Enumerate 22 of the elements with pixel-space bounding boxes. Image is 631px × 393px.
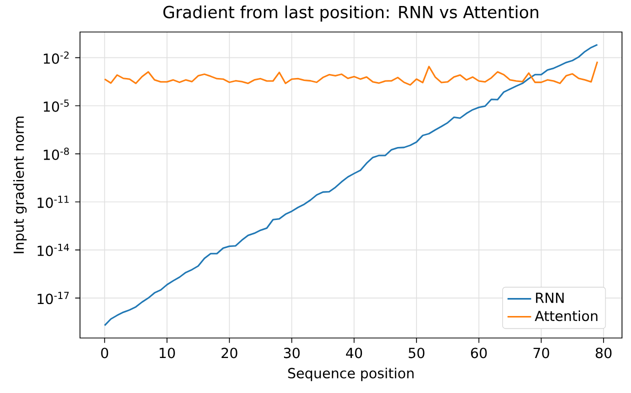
x-tick-label: 40 (346, 348, 362, 358)
y-tick-label: 10$^{-11}$ (38, 196, 69, 208)
x-tick-label: 20 (222, 348, 238, 358)
x-tick-label: 50 (408, 348, 424, 358)
x-tick-label: 60 (471, 348, 487, 358)
x-tick-label: 0 (101, 348, 108, 358)
legend-label: Attention (534, 310, 598, 322)
y-tick-label: 10$^{-2}$ (44, 51, 69, 64)
line-series (104, 44, 598, 326)
line-series (104, 60, 598, 86)
chart-title: Gradient from last position: RNN vs Attention (163, 6, 538, 22)
x-tick-label: 80 (596, 348, 612, 358)
y-tick-label: 10$^{-14}$ (38, 244, 70, 256)
y-axis-title: Input gradient norm (13, 116, 27, 254)
x-tick-label: 10 (160, 348, 175, 358)
y-tick-label: 10$^{-8}$ (44, 148, 69, 160)
legend-label: RNN (536, 292, 564, 303)
y-tick-label: 10$^{-17}$ (38, 292, 69, 304)
x-tick-label: 30 (284, 348, 300, 358)
x-axis-title: Sequence position (288, 368, 414, 382)
x-tick-label: 70 (534, 348, 550, 358)
y-tick-label: 10$^{-5}$ (44, 100, 69, 112)
